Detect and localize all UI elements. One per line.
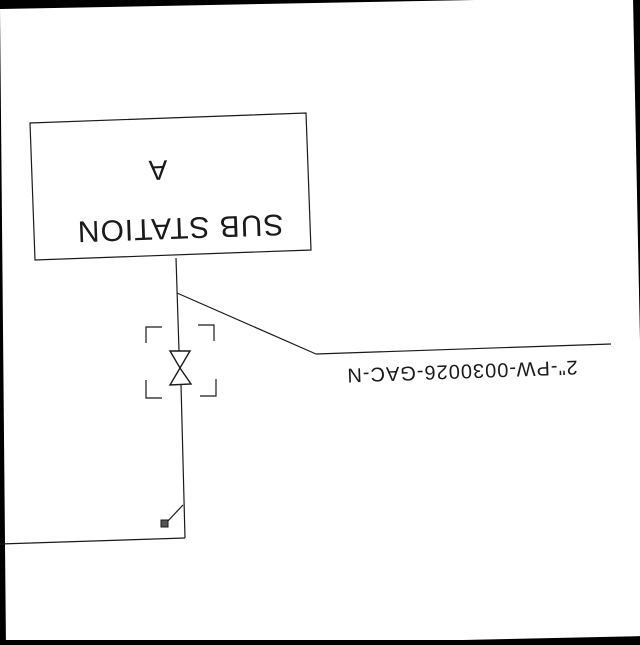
pipe-segment-bottom xyxy=(0,537,186,545)
substation-id-label: A xyxy=(148,154,168,186)
valve-enclosure xyxy=(145,324,217,399)
substation-name-label: SUB STATION xyxy=(76,207,284,247)
pipe-segment-upper xyxy=(175,257,180,352)
label-underline xyxy=(315,343,612,355)
pipe-segment-lower xyxy=(180,383,186,539)
substation-box xyxy=(29,112,312,261)
drain-point-icon xyxy=(160,519,169,528)
drain-stub-line xyxy=(165,504,184,524)
label-leader-line xyxy=(176,292,317,355)
